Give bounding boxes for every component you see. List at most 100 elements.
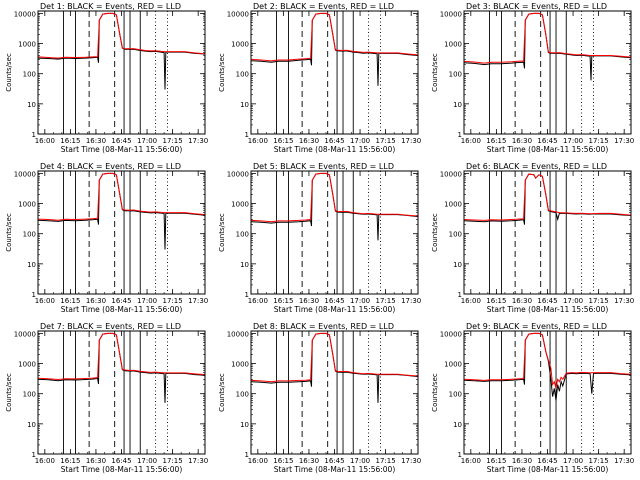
x-tick-label: 16:45: [324, 457, 344, 465]
x-tick-label: 17:30: [614, 457, 634, 465]
x-tick-label: 16:45: [324, 297, 344, 305]
x-tick-label: 16:30: [512, 137, 532, 145]
y-tick-label: 1: [32, 291, 36, 299]
y-tick-label: 100: [23, 231, 36, 239]
series-line-events: [463, 332, 632, 401]
x-tick-label: 16:30: [86, 297, 106, 305]
y-axis-title: Counts/sec: [218, 213, 226, 252]
panel-title: Det 8: BLACK = Events, RED = LLD: [253, 322, 394, 331]
y-tick-label: 10: [453, 421, 462, 429]
series-line-lld: [463, 173, 632, 221]
y-tick-label: 10: [453, 101, 462, 109]
x-tick-label: 16:45: [537, 297, 557, 305]
y-tick-label: 1000: [444, 361, 462, 369]
y-axis-title: Counts/sec: [218, 373, 226, 412]
series-line-lld: [463, 332, 632, 389]
y-axis-title: Counts/sec: [431, 213, 439, 252]
y-axis-title: Counts/sec: [5, 373, 13, 412]
y-tick-label: 10000: [14, 170, 36, 178]
y-tick-label: 1: [458, 451, 462, 459]
x-tick-label: 16:15: [273, 137, 293, 145]
x-axis-title: Start Time (08-Mar-11 15:56:00): [487, 465, 609, 474]
x-tick-label: 16:00: [248, 457, 268, 465]
detector-panel-7: Det 7: BLACK = Events, RED = LLD 1 10 100 10…: [5, 322, 208, 474]
series-line-lld: [250, 332, 419, 383]
plot-frame: [37, 10, 206, 135]
y-tick-label: 1: [245, 451, 249, 459]
y-tick-label: 10000: [227, 10, 249, 18]
series-line-lld: [250, 172, 419, 223]
panel-title: Det 7: BLACK = Events, RED = LLD: [40, 322, 181, 331]
x-axis-title: Start Time (08-Mar-11 15:56:00): [487, 305, 609, 314]
panel-title: Det 3: BLACK = Events, RED = LLD: [466, 2, 607, 11]
x-tick-label: 16:30: [86, 137, 106, 145]
panel-title: Det 4: BLACK = Events, RED = LLD: [40, 162, 181, 171]
x-axis-title: Start Time (08-Mar-11 15:56:00): [274, 145, 396, 154]
x-tick-label: 16:15: [486, 457, 506, 465]
x-axis-title: Start Time (08-Mar-11 15:56:00): [61, 145, 183, 154]
series-line-lld: [250, 12, 419, 62]
y-tick-label: 10: [240, 421, 249, 429]
x-tick-label: 17:15: [589, 457, 609, 465]
y-tick-label: 1: [32, 131, 36, 139]
x-tick-label: 17:15: [376, 137, 396, 145]
series-line-events: [463, 173, 632, 225]
x-tick-label: 16:30: [299, 457, 319, 465]
x-tick-label: 16:00: [248, 297, 268, 305]
panel-title: Det 6: BLACK = Events, RED = LLD: [466, 162, 607, 171]
y-tick-label: 1000: [18, 41, 36, 49]
x-tick-label: 17:15: [163, 457, 183, 465]
y-tick-label: 10: [453, 261, 462, 269]
plot-frame: [463, 10, 632, 135]
x-tick-label: 16:30: [299, 137, 319, 145]
plot-frame: [37, 330, 206, 455]
x-tick-label: 17:30: [401, 297, 421, 305]
y-axis-title: Counts/sec: [218, 53, 226, 92]
y-tick-label: 10: [27, 101, 36, 109]
plot-frame: [463, 330, 632, 455]
x-tick-label: 17:15: [376, 457, 396, 465]
panel-title: Det 2: BLACK = Events, RED = LLD: [253, 2, 394, 11]
x-tick-label: 17:15: [163, 137, 183, 145]
y-tick-label: 1: [245, 291, 249, 299]
series-line-lld: [37, 12, 206, 59]
panel-title: Det 1: BLACK = Events, RED = LLD: [40, 2, 181, 11]
plot-frame: [250, 330, 419, 455]
y-tick-label: 100: [449, 231, 462, 239]
detector-panel-8: Det 8: BLACK = Events, RED = LLD 1 10 100 10…: [218, 322, 421, 474]
x-tick-label: 17:30: [401, 457, 421, 465]
detector-panel-6: Det 6: BLACK = Events, RED = LLD 1 10 100 10…: [431, 162, 634, 314]
series-line-lld: [463, 12, 632, 64]
x-axis-title: Start Time (08-Mar-11 15:56:00): [274, 465, 396, 474]
detector-panel-9: Det 9: BLACK = Events, RED = LLD 1 10 100 10…: [431, 322, 634, 474]
x-tick-label: 17:30: [188, 137, 208, 145]
y-tick-label: 10000: [440, 10, 462, 18]
y-tick-label: 1: [245, 131, 249, 139]
y-tick-label: 10000: [440, 330, 462, 338]
y-tick-label: 10: [240, 261, 249, 269]
y-tick-label: 100: [236, 391, 249, 399]
x-tick-label: 17:00: [350, 297, 370, 305]
x-tick-label: 16:15: [60, 297, 80, 305]
y-tick-label: 10: [240, 101, 249, 109]
panel-title: Det 5: BLACK = Events, RED = LLD: [253, 162, 394, 171]
y-tick-label: 100: [449, 391, 462, 399]
y-axis-title: Counts/sec: [431, 53, 439, 92]
x-tick-label: 17:00: [350, 457, 370, 465]
x-tick-label: 16:30: [512, 297, 532, 305]
y-tick-label: 1000: [231, 41, 249, 49]
x-tick-label: 17:00: [563, 137, 583, 145]
x-tick-label: 16:45: [111, 297, 131, 305]
y-tick-label: 10000: [440, 170, 462, 178]
x-tick-label: 16:45: [537, 457, 557, 465]
x-tick-label: 17:15: [589, 137, 609, 145]
detector-panel-3: Det 3: BLACK = Events, RED = LLD 1 10 100 10…: [431, 2, 634, 154]
y-tick-label: 10: [27, 421, 36, 429]
x-tick-label: 16:00: [35, 457, 55, 465]
x-tick-label: 16:30: [86, 457, 106, 465]
x-tick-label: 16:15: [273, 457, 293, 465]
x-tick-label: 17:00: [137, 297, 157, 305]
x-tick-label: 16:45: [111, 137, 131, 145]
y-tick-label: 1: [458, 131, 462, 139]
y-tick-label: 1000: [231, 201, 249, 209]
